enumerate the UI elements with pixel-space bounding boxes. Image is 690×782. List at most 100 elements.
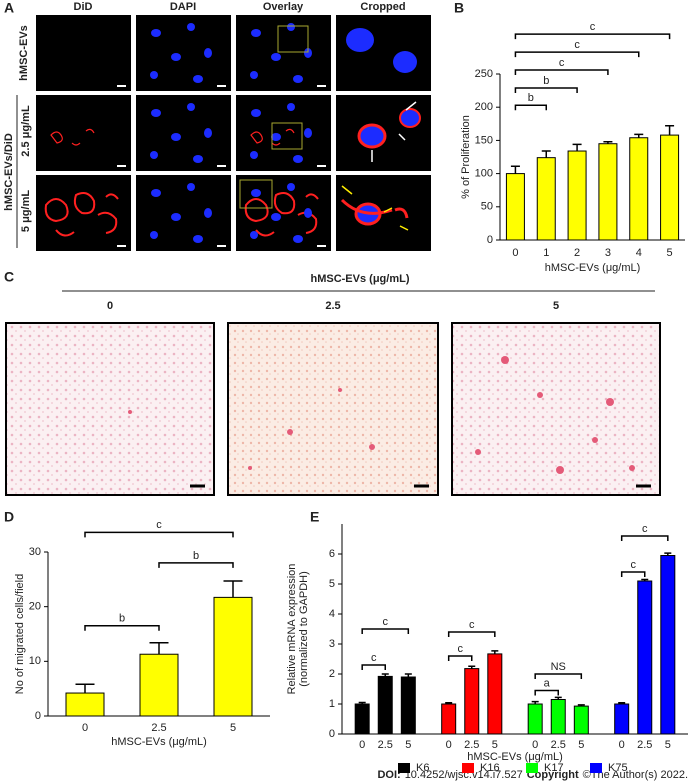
footer: DOI: 10.4252/wjsc.v14.i7.527 Copyright ©The… (377, 769, 688, 781)
error-bar (554, 696, 562, 700)
significance-label: c (590, 21, 596, 33)
micrograph (136, 95, 231, 171)
bar (567, 150, 587, 241)
y-tick-label: 200 (475, 101, 493, 113)
error-bar (572, 143, 582, 152)
row-label: hMSC-EVs (18, 25, 30, 81)
y-tick-label: 5 (329, 578, 335, 590)
y-axis-label: No of migrated cells/field (14, 574, 26, 694)
y-tick-label: 4 (329, 608, 335, 620)
error-bar (641, 578, 649, 581)
significance-label: c (156, 519, 162, 531)
x-tick-label: 3 (605, 247, 611, 259)
panel-label: C (4, 269, 14, 285)
error-bar (149, 641, 169, 655)
bar (598, 143, 618, 241)
x-tick-label: 2.5 (378, 739, 393, 751)
significance-bracket (514, 51, 640, 58)
micrograph (136, 15, 231, 91)
legend-label: K16 (480, 762, 500, 774)
significance-bracket (84, 531, 234, 538)
y-tick-label: 10 (29, 655, 41, 667)
legend-swatch (526, 763, 538, 773)
significance-bracket (361, 628, 410, 634)
micrograph (451, 322, 661, 496)
y-tick-label: 150 (475, 134, 493, 146)
micrograph (5, 322, 215, 496)
significance-label: c (469, 619, 475, 631)
row-label: hMSC-EVs/DiD (3, 133, 15, 211)
y-axis-label: (normalized to GAPDH) (298, 571, 310, 687)
x-tick-label: 0 (619, 739, 625, 751)
significance-label: b (528, 92, 534, 104)
column-header: DiD (74, 1, 93, 13)
significance-label: b (119, 613, 125, 625)
bar (464, 668, 480, 735)
micrograph (36, 95, 131, 171)
error-bar (664, 552, 672, 556)
panel-label: A (4, 0, 14, 16)
micrograph (36, 15, 131, 91)
significance-bracket (620, 571, 646, 577)
significance-label: c (574, 39, 580, 51)
micrograph (227, 322, 439, 496)
bar (527, 703, 543, 735)
error-bar (577, 704, 585, 707)
error-bar (531, 700, 539, 704)
y-tick-label: 0 (487, 234, 493, 246)
significance-label: a (544, 677, 551, 689)
row-label: 2.5 μg/mL (20, 105, 32, 157)
panel-c: hMSC-EVs (μg/mL) 0 2.5 5 (5, 273, 661, 496)
x-tick-label: 0 (532, 739, 538, 751)
significance-label: b (543, 75, 549, 87)
group-label: 2.5 (325, 300, 340, 312)
significance-bracket (84, 625, 160, 631)
error-bar (491, 650, 499, 654)
panel-label: D (4, 509, 14, 525)
panel-label: B (454, 0, 464, 16)
x-tick-label: 5 (405, 739, 411, 751)
y-axis-label: Relative mRNA expression (286, 564, 298, 695)
error-bar (603, 140, 613, 144)
x-tick-label: 5 (230, 722, 236, 734)
y-tick-label: 2 (329, 668, 335, 680)
x-axis-label: hMSC-EVs (μg/mL) (545, 262, 641, 274)
legend-swatch (590, 763, 602, 773)
nucleus (393, 51, 417, 73)
error-bar (634, 133, 644, 138)
error-bar (404, 673, 412, 677)
x-tick-label: 5 (578, 739, 584, 751)
error-bar (381, 673, 389, 677)
bar (441, 703, 457, 735)
significance-label: b (193, 550, 199, 562)
significance-label: c (642, 523, 648, 535)
legend-label: K6 (416, 762, 429, 774)
x-tick-label: 2.5 (151, 722, 166, 734)
significance-label: c (630, 559, 636, 571)
x-tick-label: 0 (446, 739, 452, 751)
significance-bracket (447, 631, 496, 637)
arrow (371, 101, 417, 162)
panel-label: E (310, 509, 319, 525)
legend-label: K17 (544, 762, 564, 774)
column-header: Overlay (263, 1, 304, 13)
x-axis-label: hMSC-EVs (μg/mL) (467, 751, 563, 763)
y-tick-label: 6 (329, 548, 335, 560)
row-label: 5 μg/mL (20, 190, 32, 232)
error-bar (75, 683, 95, 694)
crop-box (239, 179, 273, 209)
x-tick-label: 2.5 (551, 739, 566, 751)
nucleus (357, 123, 387, 149)
column-header: DAPI (170, 1, 196, 13)
error-bar (358, 701, 366, 704)
bar (377, 675, 393, 735)
y-tick-label: 3 (329, 638, 335, 650)
x-tick-label: 2 (574, 247, 580, 259)
bar (637, 580, 653, 735)
significance-bracket (620, 535, 669, 541)
significance-bracket (514, 104, 547, 111)
x-axis-label: hMSC-EVs (μg/mL) (111, 736, 207, 748)
bar (487, 653, 503, 735)
error-bar (445, 702, 453, 704)
